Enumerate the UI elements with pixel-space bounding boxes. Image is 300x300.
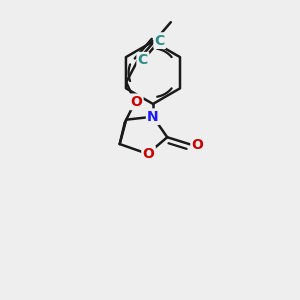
Text: N: N [147, 110, 159, 124]
Text: O: O [130, 95, 142, 109]
Text: O: O [192, 138, 203, 152]
Text: C: C [138, 53, 148, 67]
Text: C: C [155, 34, 165, 48]
Text: O: O [142, 147, 154, 161]
